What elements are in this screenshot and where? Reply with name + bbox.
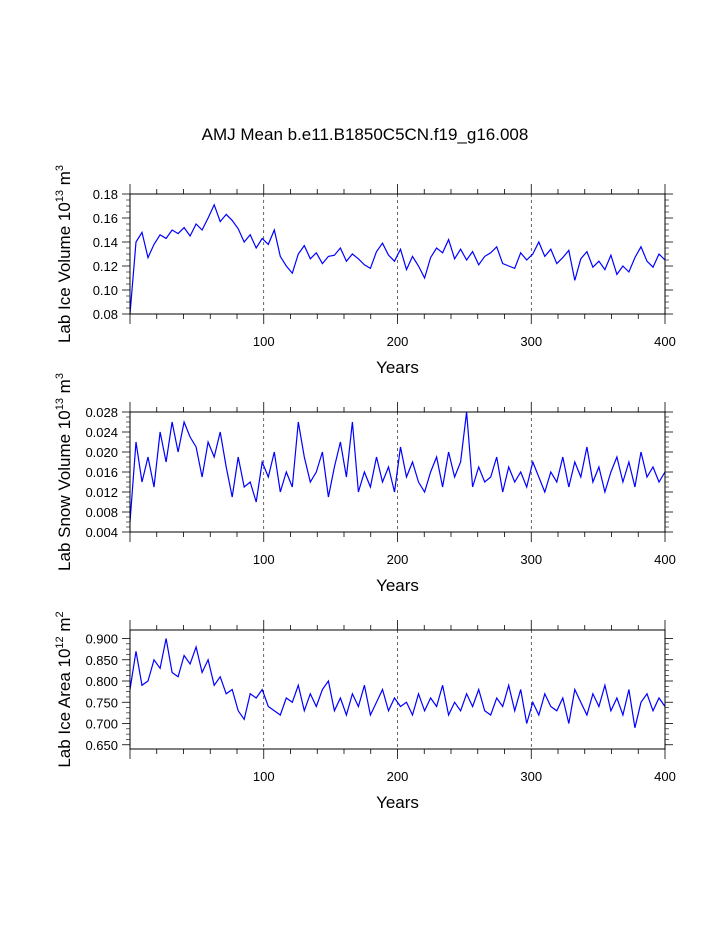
panel-ice-volume: 100 200 300 400 0.08 0.10 0.12 0.14 0.16 0.18 Year… bbox=[54, 165, 676, 377]
y-axis-label-part: 3 bbox=[54, 373, 66, 379]
x-axis-label: Years bbox=[376, 358, 419, 377]
y-tick-label: 0.012 bbox=[85, 485, 118, 500]
y-tick-label: 0.16 bbox=[93, 211, 118, 226]
panels: 100 200 300 400 0.08 0.10 0.12 0.14 0.16 0.18 Year… bbox=[54, 165, 676, 812]
y-axis-label-part: m bbox=[55, 171, 74, 190]
y-axis-label-part: m bbox=[55, 379, 74, 398]
y-tick-label: 0.14 bbox=[93, 235, 118, 250]
series-line bbox=[129, 203, 666, 315]
y-tick-label: 0.024 bbox=[85, 425, 118, 440]
x-tick-label: 200 bbox=[387, 769, 409, 784]
y-tick-label: 0.18 bbox=[93, 187, 118, 202]
x-tick-label: 400 bbox=[654, 552, 676, 567]
y-tick-label: 0.850 bbox=[85, 653, 118, 668]
x-axis-label: Years bbox=[376, 576, 419, 595]
x-tick-label: 300 bbox=[520, 552, 542, 567]
chart-title: AMJ Mean b.e11.B1850C5CN.f19_g16.008 bbox=[202, 125, 529, 144]
x-tick-label: 200 bbox=[387, 552, 409, 567]
x-axis-label: Years bbox=[376, 793, 419, 812]
x-tick-label: 100 bbox=[253, 769, 275, 784]
y-axis-label-part: 3 bbox=[54, 165, 66, 171]
y-tick-label: 0.800 bbox=[85, 674, 118, 689]
y-tick-label: 0.750 bbox=[85, 695, 118, 710]
y-axis-label-part: 2 bbox=[54, 611, 66, 617]
y-tick-label: 0.900 bbox=[85, 632, 118, 647]
x-tick-label: 400 bbox=[654, 334, 676, 349]
y-axis-label-part: m bbox=[55, 617, 74, 636]
y-tick-label: 0.008 bbox=[85, 505, 118, 520]
x-tick-label: 300 bbox=[520, 334, 542, 349]
series-line bbox=[129, 411, 666, 523]
x-tick-label: 100 bbox=[253, 334, 275, 349]
x-tick-label: 400 bbox=[654, 769, 676, 784]
x-tick-label: 100 bbox=[253, 552, 275, 567]
y-axis-label-part: 13 bbox=[54, 190, 66, 202]
y-axis-label-part: 13 bbox=[54, 398, 66, 410]
x-tick-label: 300 bbox=[520, 769, 542, 784]
y-axis-label-part: Lab Snow Volume 10 bbox=[55, 410, 74, 571]
y-tick-label: 0.10 bbox=[93, 283, 118, 298]
y-tick-label: 0.004 bbox=[85, 525, 118, 540]
y-tick-label: 0.016 bbox=[85, 465, 118, 480]
y-axis-label-part: Lab Ice Area 10 bbox=[55, 649, 74, 768]
y-axis-label-part: Lab Ice Volume 10 bbox=[55, 202, 74, 343]
y-tick-label: 0.650 bbox=[85, 738, 118, 753]
plot-frame bbox=[129, 629, 666, 750]
panel-snow-volume: 100 200 300 400 0.004 0.008 0.012 0.016 0.020 0.0… bbox=[54, 373, 676, 595]
x-tick-label: 200 bbox=[387, 334, 409, 349]
y-axis-label: Lab Ice Volume 1013 m3 bbox=[54, 165, 74, 343]
y-axis-label: Lab Ice Area 1012 m2 bbox=[54, 611, 74, 767]
y-axis-label-part: 12 bbox=[54, 636, 66, 648]
y-tick-label: 0.08 bbox=[93, 307, 118, 322]
y-tick-label: 0.020 bbox=[85, 445, 118, 460]
panel-ice-area: 100 200 300 400 0.650 0.700 0.750 0.800 0.850 0.9… bbox=[54, 611, 676, 812]
y-tick-label: 0.028 bbox=[85, 405, 118, 420]
y-tick-label: 0.12 bbox=[93, 259, 118, 274]
y-axis-label: Lab Snow Volume 1013 m3 bbox=[54, 373, 74, 571]
y-tick-label: 0.700 bbox=[85, 717, 118, 732]
series-line bbox=[129, 638, 666, 728]
